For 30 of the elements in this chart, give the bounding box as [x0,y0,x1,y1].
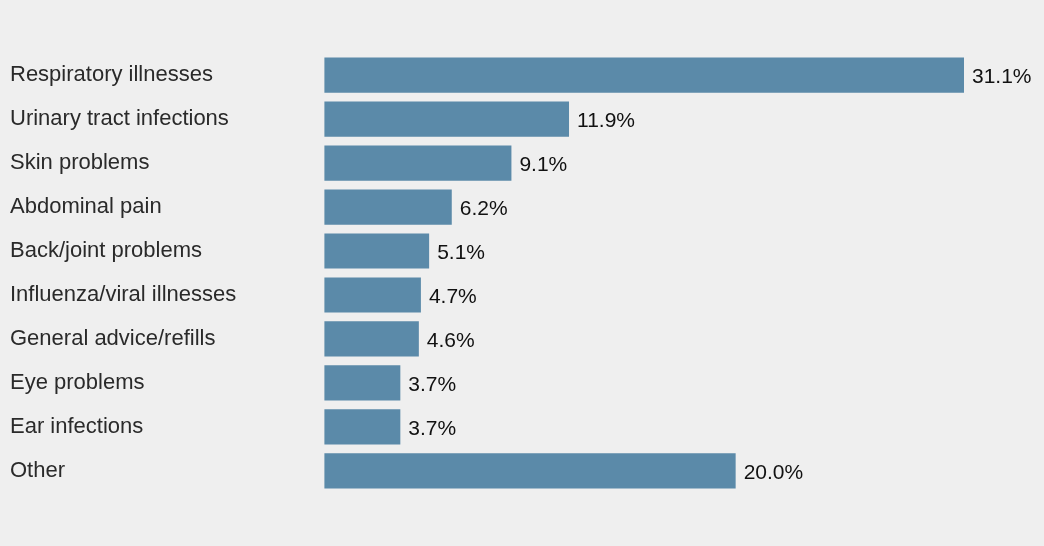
bar [324,277,421,313]
bar [324,365,401,401]
data-label: 3.7% [408,415,457,439]
bar [324,321,419,357]
data-label: 4.6% [426,327,475,351]
data-label: 3.7% [408,371,457,395]
y-tick-label: General advice/refills [10,325,216,350]
data-label: 4.7% [428,283,477,307]
y-tick-label: Other [10,456,66,482]
data-label: 6.2% [459,195,508,219]
data-label: 9.1% [519,151,568,175]
bar [324,233,430,269]
bar [324,189,452,225]
bar [324,453,736,489]
data-label: 5.1% [437,239,486,263]
data-label: 11.9% [577,107,636,131]
y-tick-label: Abdominal pain [10,193,162,219]
y-tick-label: Eye problems [10,368,145,394]
data-label: 20.0% [743,459,804,483]
bar [324,57,964,93]
y-tick-label: Urinary tract infections [10,105,229,131]
data-label: 31.1% [972,63,1032,87]
bar [324,145,512,181]
bar [324,101,570,137]
y-tick-label: Skin problems [10,149,150,175]
y-tick-label: Ear infections [10,412,144,438]
y-tick-label: Respiratory illnesses [10,61,213,87]
bar [324,409,401,445]
y-tick-label: Influenza/viral illnesses [10,281,237,307]
y-tick-label: Back/joint problems [10,237,202,263]
